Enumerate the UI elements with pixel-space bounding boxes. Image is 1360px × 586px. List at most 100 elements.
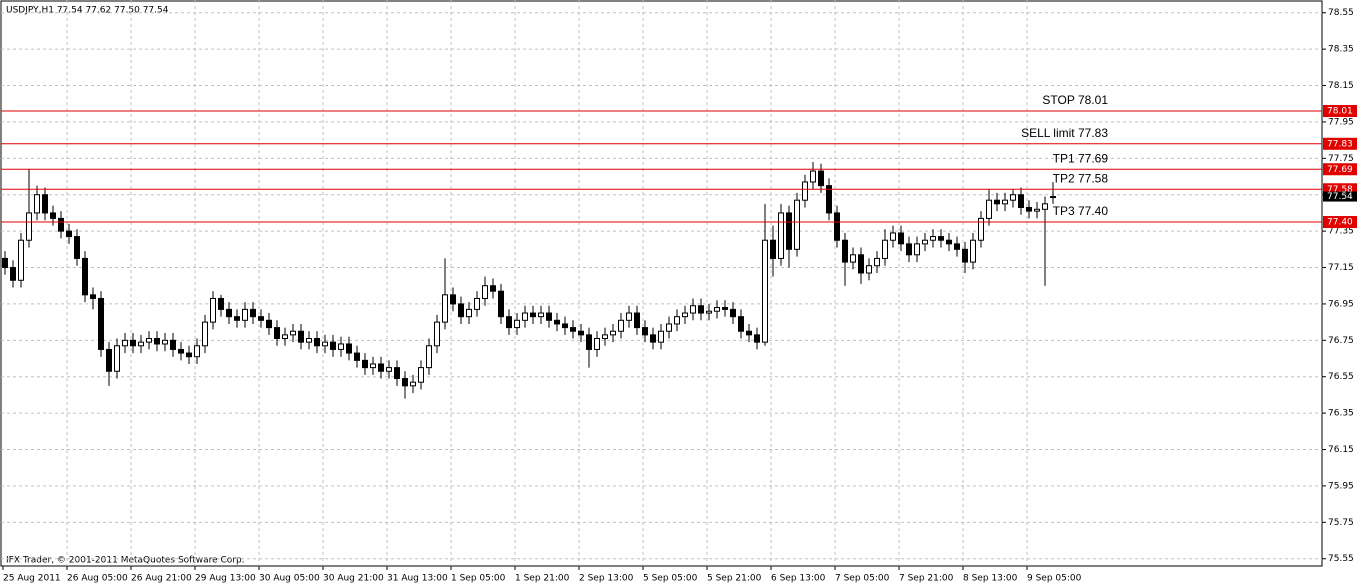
candle-body: [970, 239, 976, 263]
candle-body: [266, 319, 272, 329]
candle-body: [882, 239, 888, 259]
candle-body: [538, 312, 544, 318]
y-tick-label: 78.15: [1328, 81, 1354, 91]
candle-body: [602, 334, 608, 340]
candle-body: [442, 294, 448, 323]
level-label: TP1 77.69: [1053, 151, 1109, 165]
y-tick-label: 78.35: [1328, 45, 1354, 55]
candle-body: [610, 330, 616, 336]
candle-body: [386, 367, 392, 372]
candle-body: [514, 319, 520, 329]
candle-body: [962, 248, 968, 263]
candle-body: [562, 323, 568, 329]
x-tick-label: 26 Aug 21:00: [131, 574, 192, 584]
candle-body: [506, 316, 512, 329]
candle-body: [82, 257, 88, 296]
candle-body: [50, 212, 56, 219]
candle-body: [954, 243, 960, 250]
x-tick-label: 25 Aug 2011: [3, 574, 61, 584]
candle-body: [930, 236, 936, 241]
candle-body: [530, 312, 536, 318]
footer: IFX Trader, © 2001-2011 MetaQuotes Softw…: [6, 556, 245, 566]
candle-body: [890, 232, 896, 241]
candle-body: [626, 312, 632, 321]
level-label: TP3 77.40: [1053, 204, 1109, 218]
y-tick-label: 77.35: [1328, 227, 1354, 237]
candle-body: [586, 334, 592, 350]
candle-body: [330, 341, 336, 350]
candle-body: [666, 323, 672, 332]
x-tick-label: 31 Aug 13:00: [387, 574, 448, 584]
candle-body: [922, 239, 928, 245]
candle-body: [146, 338, 152, 343]
candle-body: [274, 327, 280, 340]
candle-body: [578, 330, 584, 336]
candle-body: [1042, 203, 1048, 210]
candle-body: [10, 267, 16, 281]
candle-body: [858, 254, 864, 274]
candle-body: [650, 334, 656, 343]
candle-body: [434, 321, 440, 347]
candle-body: [426, 345, 432, 369]
candle-body: [130, 339, 136, 347]
candle-body: [154, 338, 160, 345]
candle-body: [466, 308, 472, 318]
candle-body: [482, 285, 488, 299]
candle-body: [754, 334, 760, 343]
candle-body: [818, 170, 824, 187]
candle-body: [474, 297, 480, 310]
candle-body: [314, 338, 320, 347]
candle-body: [554, 319, 560, 325]
y-tick-label: 75.55: [1328, 554, 1354, 564]
level-price-box: [1323, 105, 1357, 118]
candle-body: [786, 212, 792, 250]
x-tick-label: 7 Sep 05:00: [835, 574, 890, 584]
candle-body: [26, 212, 32, 241]
candle-body: [298, 330, 304, 343]
x-tick-label: 8 Sep 13:00: [963, 574, 1018, 584]
candle-body: [746, 330, 752, 336]
candle-body: [978, 217, 984, 241]
candle-body: [1026, 206, 1032, 212]
y-tick-label: 76.15: [1328, 445, 1354, 455]
candle-body: [98, 297, 104, 350]
y-tick-label: 77.75: [1328, 154, 1354, 164]
x-tick-label: 30 Aug 05:00: [259, 574, 320, 584]
candle-body: [874, 257, 880, 267]
candle-body: [210, 297, 216, 323]
candle-body: [850, 254, 856, 263]
candle-body: [618, 319, 624, 332]
candle-body: [378, 363, 384, 372]
candle-body: [1018, 194, 1024, 208]
candle-body: [194, 345, 200, 358]
candle-body: [202, 321, 208, 347]
candle-body: [994, 199, 1000, 205]
candle-body: [170, 339, 176, 350]
candle-body: [842, 239, 848, 263]
candle-body: [370, 363, 376, 369]
candle-body: [682, 312, 688, 318]
x-tick-label: 2 Sep 13:00: [579, 574, 634, 584]
candle-body: [258, 316, 264, 321]
candle-body: [986, 199, 992, 219]
candle-body: [690, 305, 696, 314]
x-tick-label: 30 Aug 21:00: [323, 574, 384, 584]
y-tick-label: 75.95: [1328, 481, 1354, 491]
candle-body: [570, 327, 576, 332]
candle-body: [186, 352, 192, 358]
candle-body: [770, 239, 776, 259]
candle-body: [490, 285, 496, 292]
candle-body: [18, 239, 24, 281]
plot-frame: [0, 0, 1323, 567]
candle-body: [826, 185, 832, 214]
x-tick-label: 7 Sep 21:00: [899, 574, 954, 584]
x-tick-label: 5 Sep 21:00: [707, 574, 762, 584]
candle-body: [802, 181, 808, 201]
level-label: TP2 77.58: [1053, 171, 1109, 185]
candle-body: [162, 339, 168, 345]
candle-body: [74, 236, 80, 259]
candle-body: [322, 341, 328, 347]
x-tick-label: 6 Sep 13:00: [771, 574, 826, 584]
y-tick-label: 76.75: [1328, 336, 1354, 346]
